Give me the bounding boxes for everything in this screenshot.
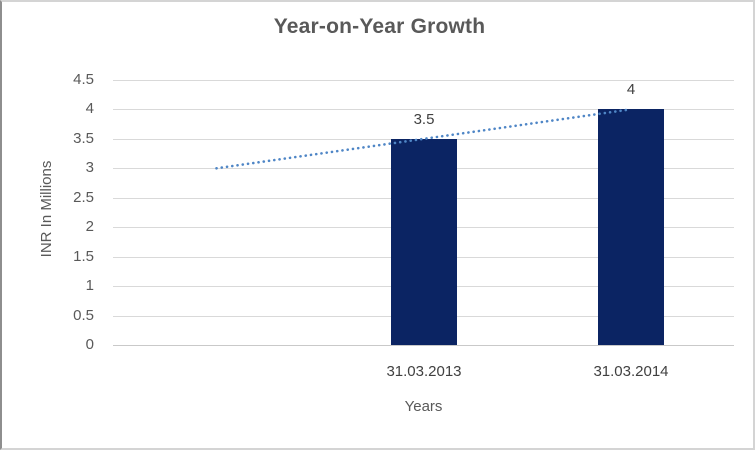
y-tick-label: 3 (85, 159, 94, 176)
y-tick-label: 4.5 (73, 71, 94, 88)
y-tick-label: 2.5 (73, 189, 94, 206)
x-axis-line (113, 345, 734, 346)
bar-31.03.2014 (598, 109, 664, 345)
y-tick-label: 0 (85, 336, 94, 353)
gridline (113, 80, 734, 81)
y-tick-label: 0.5 (73, 307, 94, 324)
chart-title: Year-on-Year Growth (273, 15, 486, 38)
x-category-label: 31.03.2013 (386, 363, 462, 380)
x-category-label: 31.03.2014 (593, 363, 669, 380)
y-tick-label: 3.5 (73, 130, 94, 147)
y-tick-label: 1.5 (73, 248, 94, 265)
bar-31.03.2013 (391, 139, 457, 345)
y-tick-label: 2 (85, 218, 94, 235)
bar-value-label: 4 (626, 81, 636, 98)
y-tick-label: 1 (85, 277, 94, 294)
bar-value-label: 3.5 (413, 111, 435, 128)
y-tick-label: 4 (85, 100, 94, 117)
x-axis-title: Years (404, 398, 443, 415)
